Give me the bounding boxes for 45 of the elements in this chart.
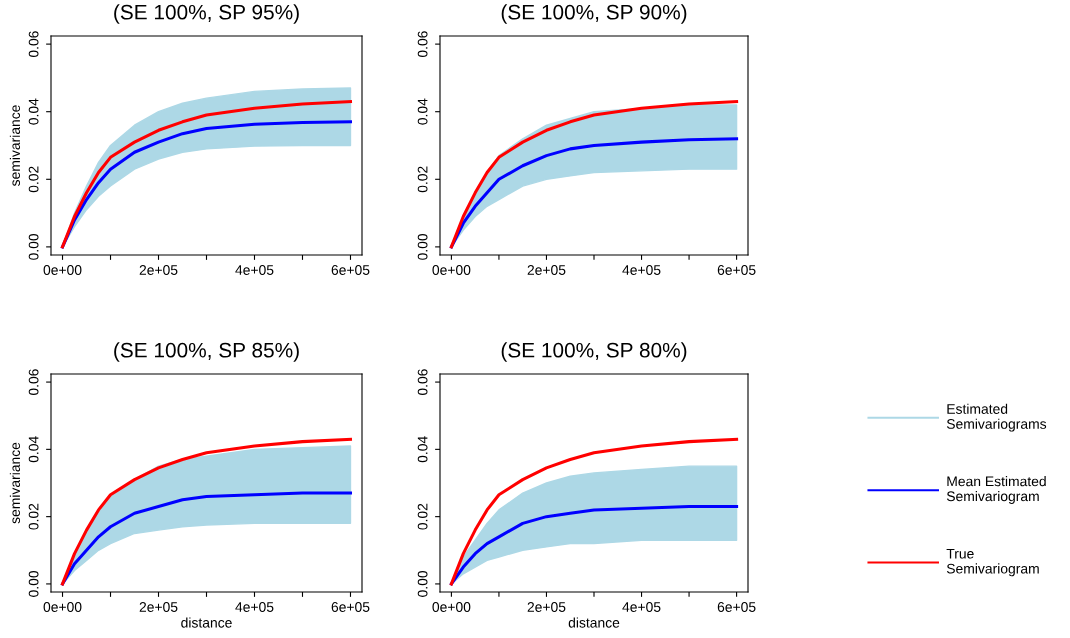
line-series [449,137,739,249]
y-tick-label: 0.00 [28,570,39,597]
y-tick-label: 0.06 [417,31,428,58]
y-tick-label: 0.04 [417,436,428,463]
legend-label: True Semivariogram [946,548,1039,577]
x-tick-label: 6e+05 [331,602,370,612]
y-axis-title: semivariance [9,442,21,524]
x-tick-label: 6e+05 [331,265,370,275]
x-tick-label: 0e+00 [432,602,471,612]
y-tick-label: 0.02 [28,166,39,193]
chart-title: (SE 100%, SP 90%) [501,4,687,24]
y-tick-label: 0.04 [28,436,39,463]
x-tick-label: 0e+00 [43,265,82,275]
x-tick-label: 4e+05 [235,602,274,612]
x-tick-label: 2e+05 [527,265,566,275]
y-tick-label: 0.06 [28,369,39,396]
x-tick-label: 4e+05 [622,602,661,612]
x-tick-label: 2e+05 [139,602,178,612]
x-tick-label: 2e+05 [139,265,178,275]
x-tick-label: 0e+00 [43,602,82,612]
y-tick-label: 0.02 [417,166,428,193]
y-tick-label: 0.02 [28,503,39,530]
chart-title: (SE 100%, SP 80%) [501,342,687,362]
chart-title: (SE 100%, SP 95%) [114,4,299,24]
y-axis-title: semivariance [9,105,21,187]
x-axis-title: distance [568,617,620,628]
legend-label: Estimated Semivariograms [946,403,1047,432]
y-tick-label: 0.02 [417,503,428,530]
line-series [449,437,739,586]
x-tick-label: 4e+05 [235,265,274,275]
x-tick-label: 4e+05 [622,265,661,275]
y-tick-label: 0.04 [28,98,39,125]
x-axis-title: distance [181,617,232,628]
y-tick-label: 0.00 [417,233,428,260]
y-tick-label: 0.04 [417,98,428,125]
legend-label: Mean Estimated Semivariogram [946,476,1046,504]
x-tick-label: 6e+05 [717,265,756,275]
x-tick-label: 0e+00 [432,265,471,275]
x-tick-label: 2e+05 [527,602,566,612]
chart-title: (SE 100%, SP 85%) [114,342,299,362]
y-tick-label: 0.06 [417,369,428,396]
x-tick-label: 6e+05 [717,602,756,612]
y-tick-label: 0.00 [28,233,39,260]
y-tick-label: 0.00 [417,570,428,597]
y-tick-label: 0.06 [28,31,39,58]
